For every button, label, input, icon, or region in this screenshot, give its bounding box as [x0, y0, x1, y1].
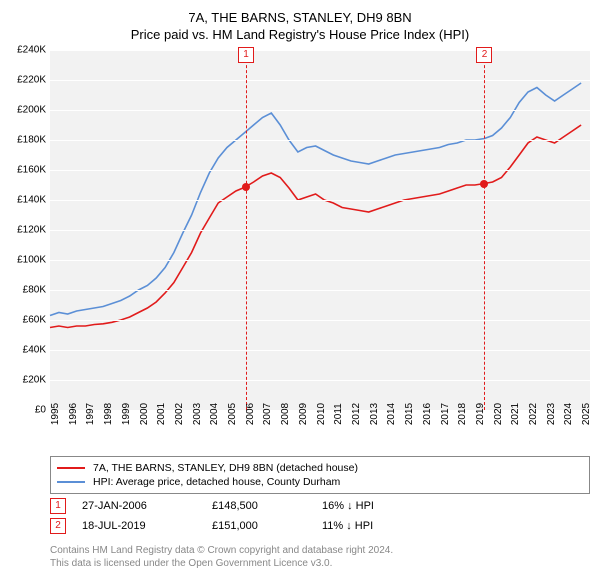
legend-item: HPI: Average price, detached house, Coun…	[57, 475, 583, 489]
legend-swatch	[57, 467, 85, 469]
sale-row: 2 18-JUL-2019£151,00011% ↓ HPI	[50, 518, 590, 534]
x-axis-label: 2005	[227, 403, 238, 425]
x-axis-label: 2023	[546, 403, 557, 425]
x-axis-label: 2022	[528, 403, 539, 425]
x-axis-label: 2025	[581, 403, 592, 425]
plot-area: £0£20K£40K£60K£80K£100K£120K£140K£160K£1…	[50, 50, 590, 410]
chart-container: 7A, THE BARNS, STANLEY, DH9 8BN Price pa…	[0, 10, 600, 570]
gridline	[50, 140, 590, 141]
x-axis-label: 2009	[298, 403, 309, 425]
series-line	[50, 125, 581, 328]
y-axis-label: £140K	[1, 195, 50, 206]
x-axis-label: 2016	[422, 403, 433, 425]
x-axis-label: 2018	[457, 403, 468, 425]
legend: 7A, THE BARNS, STANLEY, DH9 8BN (detache…	[50, 456, 590, 494]
x-axis-label: 2008	[280, 403, 291, 425]
x-axis-label: 2019	[475, 403, 486, 425]
y-axis-label: £60K	[1, 315, 50, 326]
legend-swatch	[57, 481, 85, 483]
sale-date: 18-JUL-2019	[82, 520, 212, 532]
legend-label: 7A, THE BARNS, STANLEY, DH9 8BN (detache…	[93, 462, 358, 474]
x-axis-label: 2007	[262, 403, 273, 425]
gridline	[50, 230, 590, 231]
sale-row-marker: 2	[50, 518, 66, 534]
x-axis-label: 2012	[351, 403, 362, 425]
x-axis-label: 2001	[156, 403, 167, 425]
gridline	[50, 320, 590, 321]
gridline	[50, 170, 590, 171]
chart-subtitle: Price paid vs. HM Land Registry's House …	[0, 27, 600, 42]
x-axis-labels: 1995199619971998199920002001200220032004…	[50, 410, 590, 448]
x-axis-label: 1999	[121, 403, 132, 425]
x-axis-label: 2024	[563, 403, 574, 425]
y-axis-label: £120K	[1, 225, 50, 236]
y-axis-label: £100K	[1, 255, 50, 266]
sale-date: 27-JAN-2006	[82, 500, 212, 512]
sale-delta: 11% ↓ HPI	[322, 520, 373, 532]
x-axis-label: 2021	[510, 403, 521, 425]
x-axis-label: 1995	[50, 403, 61, 425]
legend-label: HPI: Average price, detached house, Coun…	[93, 476, 340, 488]
x-axis-label: 2004	[209, 403, 220, 425]
x-axis-label: 2017	[440, 403, 451, 425]
y-axis-label: £240K	[1, 45, 50, 56]
y-axis-label: £180K	[1, 135, 50, 146]
sale-marker-line	[246, 50, 247, 410]
y-axis-label: £200K	[1, 105, 50, 116]
gridline	[50, 260, 590, 261]
y-axis-label: £40K	[1, 345, 50, 356]
sale-delta: 16% ↓ HPI	[322, 500, 374, 512]
footnote-line2: This data is licensed under the Open Gov…	[50, 557, 590, 570]
gridline	[50, 200, 590, 201]
sale-marker-box: 1	[238, 47, 254, 63]
sale-marker-dot	[242, 183, 250, 191]
sale-marker-line	[484, 50, 485, 410]
sale-price: £151,000	[212, 520, 322, 532]
sale-price: £148,500	[212, 500, 322, 512]
x-axis-label: 2010	[316, 403, 327, 425]
y-axis-label: £220K	[1, 75, 50, 86]
x-axis-label: 2014	[386, 403, 397, 425]
x-axis-label: 1997	[85, 403, 96, 425]
gridline	[50, 80, 590, 81]
footnote-line1: Contains HM Land Registry data © Crown c…	[50, 544, 590, 557]
sale-marker-dot	[480, 180, 488, 188]
y-axis-label: £160K	[1, 165, 50, 176]
footnote: Contains HM Land Registry data © Crown c…	[50, 544, 590, 570]
sale-row-marker: 1	[50, 498, 66, 514]
chart-title: 7A, THE BARNS, STANLEY, DH9 8BN	[0, 10, 600, 25]
gridline	[50, 350, 590, 351]
y-axis-label: £80K	[1, 285, 50, 296]
x-axis-label: 2000	[139, 403, 150, 425]
sale-row: 1 27-JAN-2006£148,50016% ↓ HPI	[50, 498, 590, 514]
y-axis-label: £20K	[1, 375, 50, 386]
x-axis-label: 2020	[493, 403, 504, 425]
x-axis-label: 2013	[369, 403, 380, 425]
sales-list: 1 27-JAN-2006£148,50016% ↓ HPI 2 18-JUL-201…	[0, 498, 600, 534]
x-axis-label: 2002	[174, 403, 185, 425]
x-axis-label: 1996	[68, 403, 79, 425]
x-axis-label: 1998	[103, 403, 114, 425]
gridline	[50, 110, 590, 111]
gridline	[50, 380, 590, 381]
gridline	[50, 290, 590, 291]
x-axis-label: 2011	[333, 403, 344, 425]
sale-marker-box: 2	[476, 47, 492, 63]
x-axis-label: 2006	[245, 403, 256, 425]
legend-item: 7A, THE BARNS, STANLEY, DH9 8BN (detache…	[57, 461, 583, 475]
gridline	[50, 50, 590, 51]
x-axis-label: 2003	[192, 403, 203, 425]
x-axis-label: 2015	[404, 403, 415, 425]
y-axis-label: £0	[1, 405, 50, 416]
